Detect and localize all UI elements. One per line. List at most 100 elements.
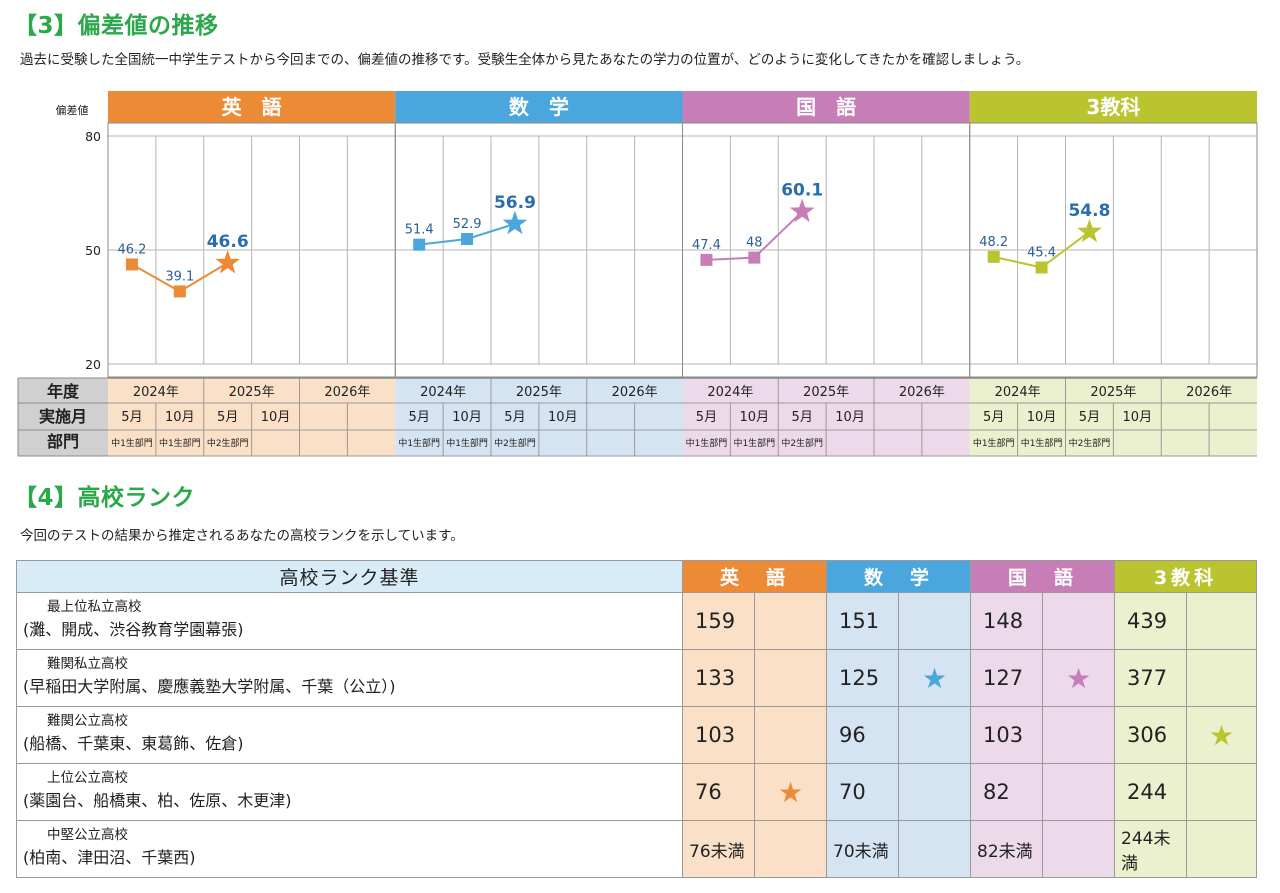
- star-icon: ★: [1065, 661, 1092, 695]
- rank-label: 上位公立高校: [47, 770, 128, 786]
- division-label: 中2生部門: [781, 437, 823, 449]
- rank-criteria-cell: 最上位私立高校 (灘、開成、渋谷教育学園幕張): [16, 592, 683, 650]
- division-label: 中1生部門: [1021, 437, 1063, 449]
- star-icon: ★: [1209, 718, 1235, 752]
- data-label: 45.4: [1027, 245, 1056, 260]
- month-label: 10月: [165, 410, 195, 425]
- year-label: 2026年: [899, 385, 945, 400]
- year-label: 2025年: [1090, 385, 1136, 400]
- section3-description: 過去に受験した全国統一中学生テストから今回までの、偏差値の推移です。受験生全体か…: [20, 52, 1030, 68]
- panel-title-japanese: 国 語: [796, 95, 856, 119]
- row-header-label: 部門: [47, 432, 79, 451]
- rank-value: 76: [682, 763, 755, 821]
- rank-value: 103: [682, 706, 755, 764]
- rank-marker-cell: [1042, 592, 1116, 650]
- month-label: 10月: [1123, 410, 1153, 425]
- month-label: 5月: [792, 410, 813, 425]
- year-label: 2024年: [995, 385, 1041, 400]
- data-label: 46.6: [207, 232, 249, 252]
- rank-marker-cell: [753, 820, 828, 878]
- month-label: 10月: [261, 410, 291, 425]
- month-label: 5月: [983, 410, 1004, 425]
- rank-value: 159: [682, 592, 755, 650]
- data-point-marker: [125, 258, 138, 271]
- rank-value: 82未満: [970, 820, 1044, 878]
- rank-marker-cell: ★: [1042, 649, 1116, 707]
- rank-row: 上位公立高校 (薬園台、船橋東、柏、佐原、木更津) 76 ★ 70 82 244: [16, 763, 1258, 821]
- row-header-label: 年度: [47, 382, 80, 401]
- rank-marker-cell: ★: [1186, 706, 1258, 764]
- row-header-label: 実施月: [39, 407, 87, 426]
- month-label: 5月: [1079, 410, 1100, 425]
- year-label: 2025年: [803, 385, 849, 400]
- rank-value: 377: [1114, 649, 1188, 707]
- rank-value: 306: [1114, 706, 1188, 764]
- panel-header-japanese: [682, 91, 970, 123]
- month-label: 5月: [121, 410, 142, 425]
- rank-value: 103: [970, 706, 1044, 764]
- star-icon: ★: [777, 775, 804, 809]
- data-label: 48.2: [979, 235, 1008, 250]
- division-label: 中1生部門: [446, 437, 488, 449]
- rank-value: 244: [1114, 763, 1188, 821]
- rank-row: 最上位私立高校 (灘、開成、渋谷教育学園幕張) 159 151 148 439: [16, 592, 1258, 650]
- y-tick-label: 80: [85, 129, 101, 144]
- panel-title-math: 数 学: [509, 95, 569, 119]
- division-label: 中2生部門: [494, 437, 536, 449]
- rank-schools: (早稲田大学附属、慶應義塾大学附属、千葉（公立）): [23, 677, 396, 696]
- rank-header-english: 英 語: [681, 560, 828, 593]
- rank-label: 難関公立高校: [47, 713, 128, 729]
- rank-criteria-cell: 上位公立高校 (薬園台、船橋東、柏、佐原、木更津): [16, 763, 683, 821]
- data-point-marker: [987, 250, 1000, 263]
- division-label: 中1生部門: [973, 437, 1015, 449]
- rank-header-japanese: 国 語: [970, 560, 1116, 593]
- rank-table-header-row: 高校ランク基準 英 語 数 学 国 語 3教科: [16, 560, 1258, 593]
- data-label: 46.2: [117, 242, 146, 257]
- rank-value: 133: [682, 649, 755, 707]
- rank-marker-cell: [898, 592, 972, 650]
- rank-marker-cell: [898, 820, 972, 878]
- year-label: 2026年: [1186, 385, 1232, 400]
- data-point-marker: [700, 253, 713, 266]
- rank-marker-cell: [753, 592, 828, 650]
- row-header-bg: [18, 378, 108, 456]
- year-label: 2024年: [420, 385, 466, 400]
- rank-row: 難関私立高校 (早稲田大学附属、慶應義塾大学附属、千葉（公立）) 133 125 ★ 12…: [16, 649, 1258, 707]
- division-label: 中2生部門: [207, 437, 249, 449]
- rank-row: 難関公立高校 (船橋、千葉東、東葛飾、佐倉) 103 96 103 306 ★: [16, 706, 1258, 764]
- rank-criteria-cell: 中堅公立高校 (柏南、津田沼、千葉西): [16, 820, 683, 878]
- data-label: 54.8: [1068, 201, 1110, 221]
- year-label: 2025年: [229, 385, 275, 400]
- rank-label: 中堅公立高校: [47, 827, 128, 843]
- rank-criteria-cell: 難関公立高校 (船橋、千葉東、東葛飾、佐倉): [16, 706, 683, 764]
- rank-marker-cell: [1186, 763, 1258, 821]
- rank-schools: (船橋、千葉東、東葛飾、佐倉): [23, 734, 244, 753]
- rank-marker-cell: [1186, 649, 1258, 707]
- rank-value: 125: [826, 649, 900, 707]
- rank-schools: (柏南、津田沼、千葉西): [23, 848, 196, 867]
- data-point-star: [1077, 218, 1102, 243]
- rank-marker-cell: ★: [753, 763, 828, 821]
- rank-marker-cell: [1042, 763, 1116, 821]
- data-label: 52.9: [453, 217, 482, 232]
- year-label: 2024年: [707, 385, 753, 400]
- division-label: 中1生部門: [159, 437, 201, 449]
- data-label: 39.1: [165, 269, 194, 284]
- rank-value: 70未満: [826, 820, 900, 878]
- month-label: 5月: [696, 410, 717, 425]
- year-label: 2026年: [612, 385, 658, 400]
- rank-value: 439: [1114, 592, 1188, 650]
- division-label: 中2生部門: [1069, 437, 1111, 449]
- rank-value: 96: [826, 706, 900, 764]
- division-label: 中1生部門: [686, 437, 728, 449]
- data-label: 60.1: [781, 181, 823, 201]
- data-label: 51.4: [405, 223, 434, 238]
- rank-header-math: 数 学: [826, 560, 972, 593]
- month-label: 5月: [504, 410, 525, 425]
- panel-border: [969, 122, 1258, 378]
- rank-label: 最上位私立高校: [47, 599, 142, 615]
- section4-description: 今回のテストの結果から推定されるあなたの高校ランクを示しています。: [20, 528, 464, 544]
- rank-marker-cell: [1042, 706, 1116, 764]
- panel-header-math: [395, 91, 683, 123]
- data-point-marker: [1035, 261, 1048, 274]
